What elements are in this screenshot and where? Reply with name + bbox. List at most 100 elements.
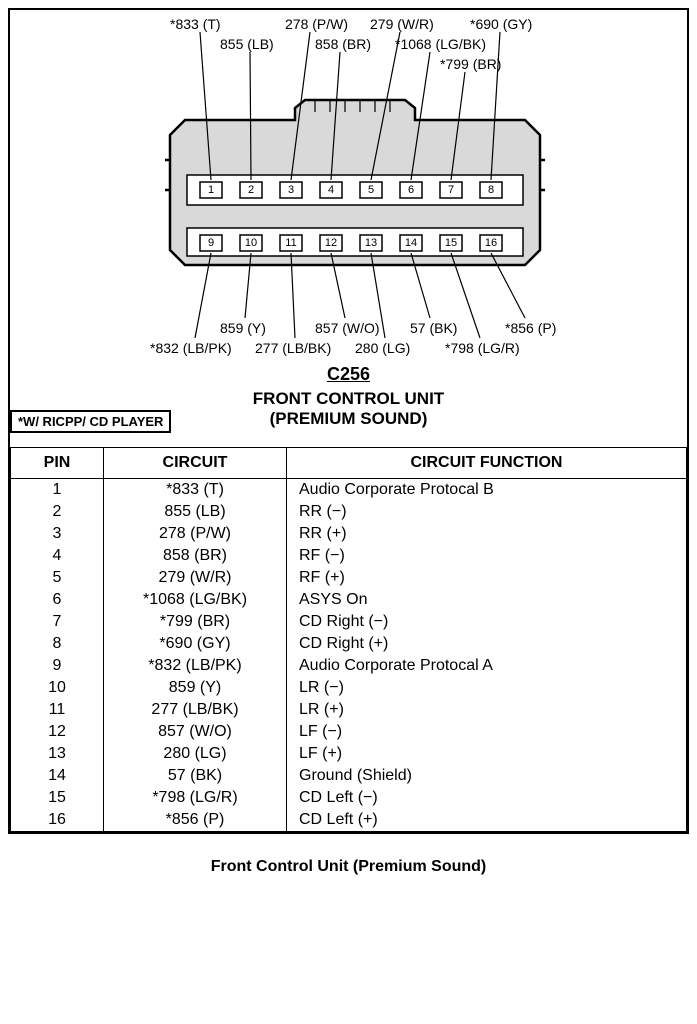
svg-text:10: 10 [245,237,257,249]
cell-circuit: 57 (BK) [104,765,287,787]
cell-function: Audio Corporate Protocal A [287,655,687,677]
cell-pin: 10 [11,677,104,699]
document-frame: *833 (T) 855 (LB) 278 (P/W) 858 (BR) 279… [8,8,689,834]
table-row: 9*832 (LB/PK)Audio Corporate Protocal A [11,655,687,677]
table-row: 12857 (W/O)LF (−) [11,721,687,743]
pin15-wire-label: *798 (LG/R) [445,340,520,356]
cell-pin: 13 [11,743,104,765]
svg-text:14: 14 [405,237,417,249]
pinout-table: PIN CIRCUIT CIRCUIT FUNCTION 1*833 (T)Au… [10,447,687,832]
cell-pin: 9 [11,655,104,677]
cell-function: Audio Corporate Protocal B [287,478,687,501]
table-row: 7*799 (BR)CD Right (−) [11,611,687,633]
cell-circuit: *690 (GY) [104,633,287,655]
pin16-wire-label: *856 (P) [505,320,556,336]
svg-text:13: 13 [365,237,377,249]
pin11-wire-label: 277 (LB/BK) [255,340,331,356]
title-line2: (PREMIUM SOUND) [270,409,428,428]
pin12-wire-label: 857 (W/O) [315,320,380,336]
cell-function: Ground (Shield) [287,765,687,787]
cell-pin: 11 [11,699,104,721]
cell-pin: 7 [11,611,104,633]
cell-function: LF (−) [287,721,687,743]
cell-circuit: 857 (W/O) [104,721,287,743]
svg-text:4: 4 [328,184,334,196]
cell-function: RR (−) [287,501,687,523]
table-row: 11277 (LB/BK)LR (+) [11,699,687,721]
table-row: 1457 (BK)Ground (Shield) [11,765,687,787]
pin13-wire-label: 280 (LG) [355,340,410,356]
svg-text:12: 12 [325,237,337,249]
cell-circuit: 277 (LB/BK) [104,699,287,721]
figure-caption: Front Control Unit (Premium Sound) [8,858,689,876]
cell-function: CD Left (+) [287,809,687,832]
cell-pin: 5 [11,567,104,589]
cell-function: LF (+) [287,743,687,765]
pin3-wire-label: 278 (P/W) [285,16,348,32]
pin14-wire-label: 57 (BK) [410,320,457,336]
footnote-box: *W/ RICPP/ CD PLAYER [10,410,171,433]
table-row: 13280 (LG)LF (+) [11,743,687,765]
col-header-func: CIRCUIT FUNCTION [287,447,687,478]
col-header-circuit: CIRCUIT [104,447,287,478]
svg-text:5: 5 [368,184,374,196]
col-header-pin: PIN [11,447,104,478]
cell-circuit: *856 (P) [104,809,287,832]
cell-circuit: 859 (Y) [104,677,287,699]
svg-text:8: 8 [488,184,494,196]
pin8-wire-label: *690 (GY) [470,16,532,32]
title-line1: FRONT CONTROL UNIT [253,389,444,408]
pin5-wire-label: 279 (W/R) [370,16,434,32]
cell-function: CD Left (−) [287,787,687,809]
cell-function: ASYS On [287,589,687,611]
cell-pin: 6 [11,589,104,611]
cell-circuit: *799 (BR) [104,611,287,633]
svg-text:15: 15 [445,237,457,249]
svg-text:16: 16 [485,237,497,249]
table-row: 6*1068 (LG/BK)ASYS On [11,589,687,611]
table-row: 1*833 (T)Audio Corporate Protocal B [11,478,687,501]
svg-text:7: 7 [448,184,454,196]
cell-circuit: *1068 (LG/BK) [104,589,287,611]
table-row: 15*798 (LG/R)CD Left (−) [11,787,687,809]
cell-pin: 1 [11,478,104,501]
cell-function: RF (+) [287,567,687,589]
cell-pin: 15 [11,787,104,809]
cell-circuit: 279 (W/R) [104,567,287,589]
cell-circuit: *798 (LG/R) [104,787,287,809]
cell-pin: 2 [11,501,104,523]
cell-circuit: 278 (P/W) [104,523,287,545]
cell-circuit: *833 (T) [104,478,287,501]
pin4-wire-label: 858 (BR) [315,36,371,52]
cell-pin: 12 [11,721,104,743]
svg-text:6: 6 [408,184,414,196]
table-row: 16*856 (P)CD Left (+) [11,809,687,832]
pin7-wire-label: *799 (BR) [440,56,501,72]
cell-pin: 14 [11,765,104,787]
svg-text:3: 3 [288,184,294,196]
cell-function: RF (−) [287,545,687,567]
cell-function: RR (+) [287,523,687,545]
table-row: 4858 (BR)RF (−) [11,545,687,567]
pin9-wire-label: *832 (LB/PK) [150,340,232,356]
cell-pin: 8 [11,633,104,655]
pin6-wire-label: *1068 (LG/BK) [395,36,486,52]
cell-circuit: 855 (LB) [104,501,287,523]
table-row: 2855 (LB)RR (−) [11,501,687,523]
cell-pin: 4 [11,545,104,567]
table-row: 3278 (P/W)RR (+) [11,523,687,545]
cell-function: CD Right (−) [287,611,687,633]
connector-drawing: 1 2 3 4 5 6 7 8 9 10 11 12 13 14 15 16 [165,90,545,300]
svg-text:2: 2 [248,184,254,196]
svg-text:9: 9 [208,237,214,249]
cell-circuit: 280 (LG) [104,743,287,765]
cell-function: LR (−) [287,677,687,699]
table-row: 5279 (W/R)RF (+) [11,567,687,589]
cell-function: CD Right (+) [287,633,687,655]
pin10-wire-label: 859 (Y) [220,320,266,336]
table-row: 8*690 (GY)CD Right (+) [11,633,687,655]
connector-id: C256 [10,364,687,385]
connector-diagram-area: *833 (T) 855 (LB) 278 (P/W) 858 (BR) 279… [10,10,687,360]
pin2-wire-label: 855 (LB) [220,36,274,52]
cell-pin: 16 [11,809,104,832]
